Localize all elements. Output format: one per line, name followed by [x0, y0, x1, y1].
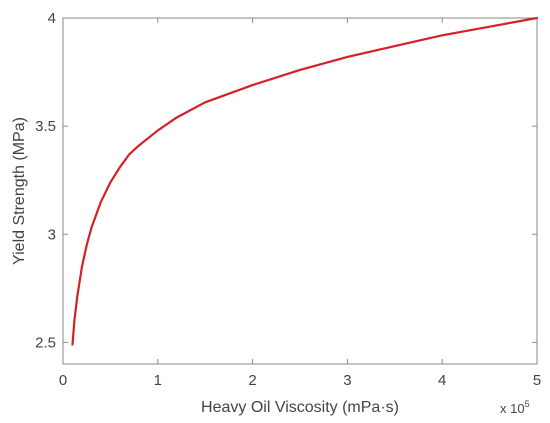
x-axis-multiplier-exponent: 5	[525, 399, 530, 409]
plot-area	[62, 17, 538, 365]
x-axis-multiplier: x 105	[500, 399, 530, 416]
series-layer	[71, 16, 539, 346]
y-tick-label: 4	[48, 10, 56, 27]
x-tick-label: 0	[59, 372, 67, 389]
y-tick-label: 3	[48, 226, 56, 243]
series-line-0	[71, 16, 539, 346]
y-tick-label: 3.5	[35, 118, 56, 135]
y-axis-ticks: 2.5 3 3.5 4	[35, 10, 537, 351]
x-axis-multiplier-base: x 10	[500, 401, 525, 416]
y-tick-label: 2.5	[35, 334, 56, 351]
x-tick-label: 5	[533, 372, 541, 389]
y-axis-title: Yield Strength (MPa)	[11, 117, 28, 265]
x-tick-label: 1	[154, 372, 162, 389]
x-axis-title: Heavy Oil Viscosity (mPa·s)	[201, 399, 399, 416]
x-tick-label: 4	[438, 372, 446, 389]
x-axis-ticks: 0 1 2 3 4 5	[59, 18, 541, 389]
x-tick-label: 2	[248, 372, 256, 389]
x-tick-label: 3	[343, 372, 351, 389]
